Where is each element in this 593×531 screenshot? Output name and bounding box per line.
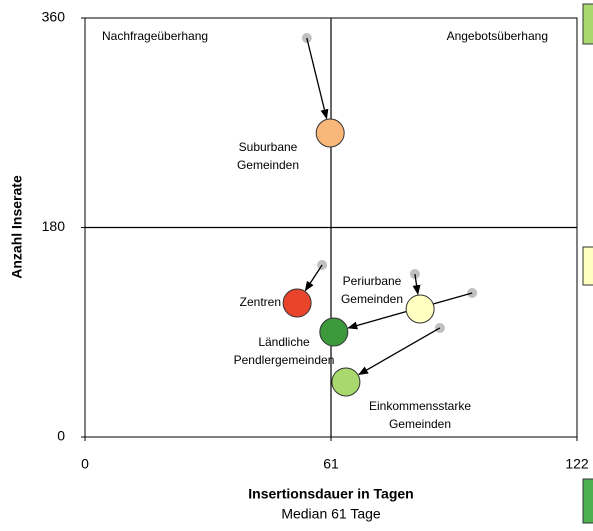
y-tick-label: 0: [57, 428, 65, 444]
x-tick-label: 61: [323, 456, 339, 472]
point-label: Periurbane: [343, 274, 402, 288]
point-label: Ländliche: [258, 335, 310, 349]
arrow: [358, 327, 441, 376]
x-axis-title: Insertionsdauer in Tagen: [248, 486, 413, 502]
x-tick-label: 0: [81, 456, 89, 472]
arrow: [306, 37, 329, 120]
current-point: [282, 288, 312, 318]
point-label: Einkommensstarke: [369, 399, 471, 413]
point-label: Gemeinden: [341, 292, 403, 306]
point-label: Gemeinden: [237, 158, 299, 172]
legend-box: [582, 246, 593, 286]
current-point: [331, 367, 361, 397]
quadrant-label: Nachfrageüberhang: [102, 29, 208, 43]
y-tick-label: 360: [42, 9, 66, 25]
point-label: Zentren: [240, 295, 281, 309]
x-axis-subtitle: Median 61 Tage: [281, 506, 381, 522]
current-point: [315, 118, 345, 148]
point-label: Gemeinden: [389, 417, 451, 431]
quadrant-label: Angebotsüberhang: [447, 29, 548, 43]
legend-box: [582, 3, 593, 45]
point-label: Suburbane: [239, 140, 298, 154]
legend-box: [582, 478, 593, 524]
point-label: Pendlergemeinden: [234, 353, 335, 367]
current-point: [405, 294, 435, 324]
arrow: [412, 273, 421, 296]
y-axis-title: Anzahl Inserate: [9, 175, 25, 279]
x-tick-label: 122: [565, 456, 589, 472]
current-point: [319, 317, 349, 347]
y-tick-label: 180: [42, 218, 66, 234]
arrow: [304, 264, 323, 292]
